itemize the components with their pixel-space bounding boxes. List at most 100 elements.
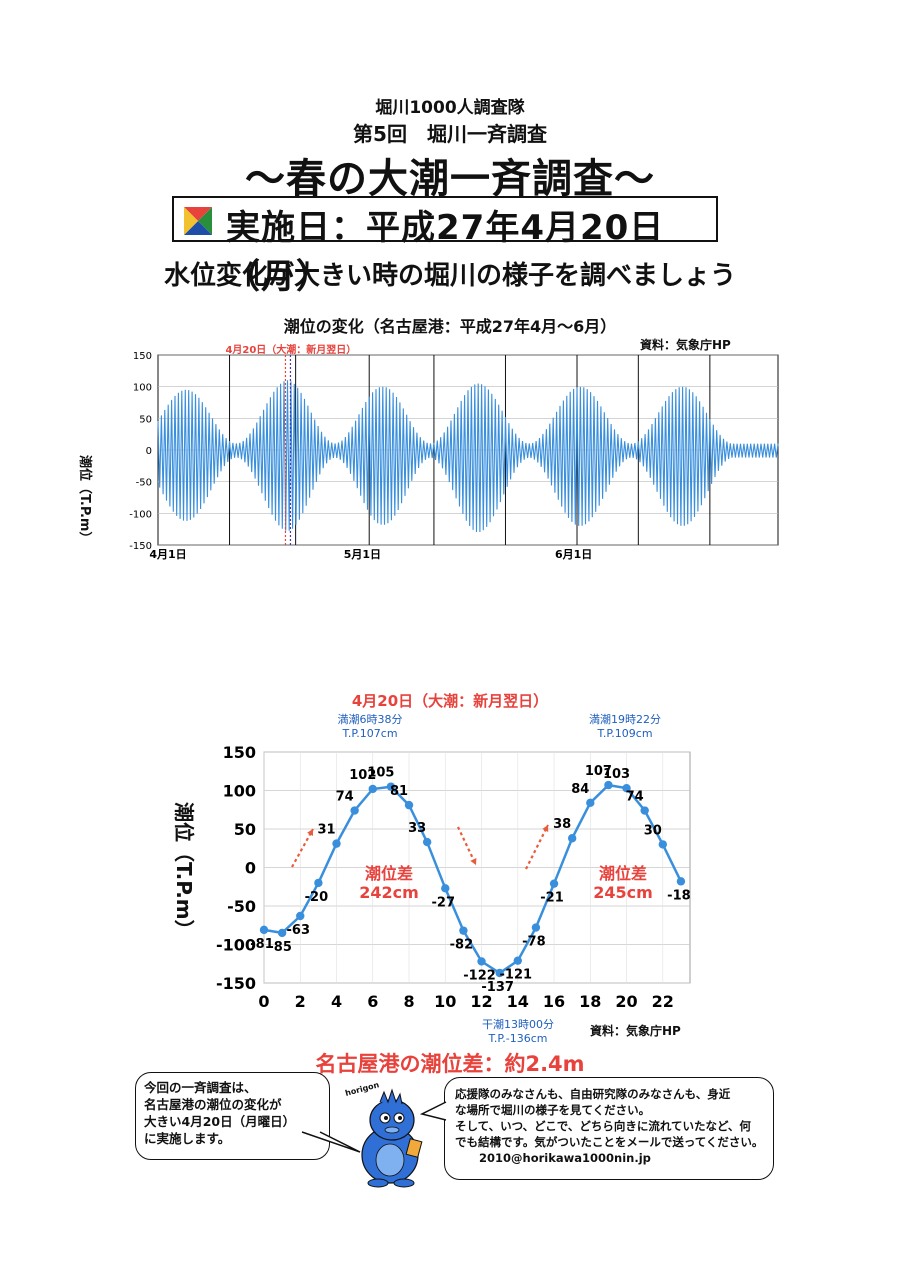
chart2-point	[586, 798, 595, 808]
chart2-data-label: 74	[336, 790, 354, 805]
chart2-annotation: 干潮13時00分	[482, 1017, 554, 1031]
chart2-point	[314, 878, 323, 888]
chart2-point	[676, 877, 686, 886]
chart1-x-tick-label: 4月1日	[149, 548, 186, 561]
chart2-point	[640, 806, 649, 815]
chart2-x-tick-label: 22	[652, 992, 674, 1011]
chart2-annotation: 245cm	[593, 883, 653, 902]
bubble-left-line: 名古屋港の潮位の変化が	[144, 1097, 282, 1112]
speech-bubble-right: 応援隊のみなさんも、自由研究隊のみなさんも、身近 な場所で堀川の様子を見てくださ…	[444, 1077, 774, 1180]
chart2-arrow	[525, 824, 549, 870]
chart2-point	[459, 926, 468, 935]
bubble-right-line: でも結構です。気がついたことをメールで送ってください。	[455, 1135, 764, 1149]
chart2-data-label: -20	[305, 890, 329, 905]
bubble-right-email: 2010@horikawa1000nin.jp	[479, 1151, 651, 1165]
chart1-source: 資料：気象庁HP	[640, 338, 731, 352]
chart2-data-label: 84	[571, 782, 589, 797]
chart2-annotation: 潮位差	[365, 864, 413, 883]
tide-range-summary: 名古屋港の潮位差：約2.4m	[315, 1052, 585, 1076]
chart2-point	[368, 784, 377, 794]
chart2-point	[622, 783, 631, 793]
chart1-y-tick-label: -50	[136, 478, 152, 489]
chart2-arrow-head	[470, 858, 477, 865]
chart2-arrow-head	[307, 829, 313, 836]
organization-name: 堀川1000人調査隊	[375, 98, 525, 118]
chart2-data-label: 102	[349, 768, 376, 783]
chart2-point	[350, 806, 359, 815]
chart2-annotation: 満潮19時22分	[589, 712, 661, 726]
date-box: 実施日：平成27年4月20日（月）	[172, 196, 718, 297]
chart2-point	[332, 839, 341, 848]
chart2-data-label: -27	[432, 895, 456, 910]
chart2-annotation: 242cm	[359, 883, 419, 902]
chart2-x-tick-label: 0	[258, 992, 269, 1011]
chart1-x-tick-label: 5月1日	[344, 548, 381, 561]
chart2-y-tick-label: 100	[223, 782, 256, 801]
chart2-point	[277, 928, 287, 938]
chart2-x-tick-label: 10	[434, 992, 456, 1011]
chart2-data-label: -18	[667, 888, 691, 903]
chart2-arrow	[291, 828, 314, 868]
chart1-series	[157, 355, 779, 545]
chart2-annotation: T.P.109cm	[596, 727, 652, 740]
event-name: 第5回 堀川一斉調査	[353, 122, 547, 146]
chart2-point	[549, 879, 559, 888]
chart2-point	[404, 800, 414, 810]
chart2-annotation: T.P.107cm	[341, 727, 397, 740]
chart1-y-tick-label: 100	[133, 383, 152, 394]
chart2-data-label: 30	[644, 823, 662, 838]
chart2-point	[259, 925, 269, 935]
chart2-x-tick-label: 6	[367, 992, 378, 1011]
bubble-right-tail	[420, 1101, 447, 1121]
chart1-marker-label: 4月20日（大潮：新月翌日）	[225, 343, 356, 356]
main-title: ～春の大潮一斉調査～	[245, 156, 655, 202]
chart1-axis: 150 100 50 0 -50 -100 -150 4月20日（大潮：新月翌日） 4月1日 5月…	[129, 343, 592, 561]
bubble-right-line: そして、いつ、どこで、どちら向きに流れていたなど、何	[455, 1119, 751, 1133]
chart2-data-label: -81	[250, 937, 274, 952]
color-square-icon	[184, 207, 212, 235]
chart1-y-tick-label: -150	[129, 541, 152, 552]
bubble-left-tail	[301, 1131, 361, 1153]
chart2-arrow-head	[542, 825, 549, 832]
chart1-x-tick-label: 6月1日	[555, 548, 592, 561]
chart2-point	[495, 968, 504, 978]
chart2-data-label: 74	[626, 790, 644, 805]
chart2-y-tick-label: -50	[227, 897, 256, 916]
chart2-data-label: 33	[408, 821, 426, 836]
chart2-x-tick-label: 18	[579, 992, 601, 1011]
date-text: 実施日：平成27年4月20日（月）	[226, 208, 665, 297]
chart1-y-tick-label: 0	[146, 446, 152, 457]
chart1-tide-apr-jun: 150 100 50 0 -50 -100 -150 4月20日（大潮：新月翌日） 4月1日 5月…	[129, 343, 779, 561]
subtitle: 水位変化が大きい時の堀川の様子を調べましょう	[163, 261, 736, 291]
chart2-y-tick-label: 150	[223, 743, 256, 762]
chart2-point	[477, 957, 486, 966]
chart2-data-label: 38	[553, 817, 571, 832]
chart2-data-label: -122	[463, 968, 496, 983]
chart2-point	[567, 834, 577, 843]
chart2-y-tick-label: 50	[234, 820, 256, 839]
chart2-data-label: -21	[540, 891, 564, 906]
chart2-source: 資料：気象庁HP	[590, 1024, 681, 1038]
bubble-left-line: 大きい4月20日（月曜日）	[144, 1114, 296, 1129]
chart2-title: 4月20日（大潮：新月翌日）	[351, 692, 549, 710]
chart2-annotation: 潮位差	[599, 864, 647, 883]
chart2-point	[513, 956, 522, 965]
chart2-data-label: -82	[450, 938, 474, 953]
chart1-y-tick-label: 150	[133, 351, 152, 362]
bubble-right-line: な場所で堀川の様子を見てください。	[455, 1103, 651, 1117]
horigon-mascot-icon: horigon	[344, 1080, 423, 1188]
chart2-x-tick-label: 14	[507, 992, 529, 1011]
chart2-annotation: T.P.-136cm	[487, 1032, 547, 1045]
bubble-right-line: 応援隊のみなさんも、自由研究隊のみなさんも、身近	[455, 1087, 731, 1101]
chart2-y-tick-label: 0	[245, 859, 256, 878]
chart2-point	[531, 923, 541, 932]
chart2-data-label: -78	[522, 935, 546, 950]
chart2-x-tick-label: 4	[331, 992, 342, 1011]
chart2-point	[296, 911, 305, 921]
chart2-data-label: 103	[603, 767, 630, 782]
chart2-data-label: -137	[481, 980, 514, 995]
speech-bubble-left: 今回の一斉調査は、 名古屋港の潮位の変化が 大きい4月20日（月曜日） に実施し…	[135, 1072, 330, 1160]
